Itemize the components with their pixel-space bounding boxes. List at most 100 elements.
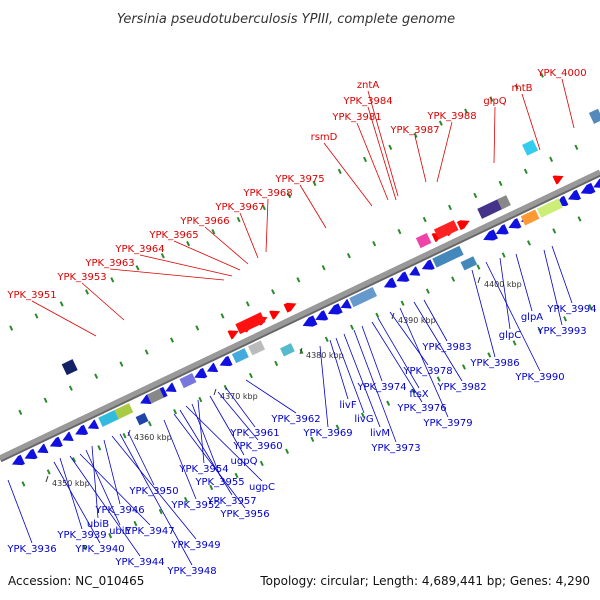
guide-dot bbox=[198, 396, 203, 403]
reverse-gene-label: YPK_3986 bbox=[469, 358, 519, 369]
forward-gene-arrow bbox=[552, 175, 564, 185]
guide-dot bbox=[195, 325, 200, 331]
tick-label: 4360 kbp bbox=[134, 433, 172, 442]
forward-gene-label: YPK_3988 bbox=[426, 111, 476, 122]
reverse-gene-label: YPK_3954 bbox=[178, 464, 228, 475]
forward-gene-block bbox=[497, 195, 511, 210]
guide-dot bbox=[438, 120, 443, 126]
reverse-leader-line bbox=[389, 311, 429, 366]
forward-gene-label: YPK_3975 bbox=[274, 174, 324, 185]
guide-dot bbox=[296, 277, 301, 283]
reverse-leader-line bbox=[127, 431, 155, 486]
guide-dot bbox=[523, 168, 528, 175]
guide-dot bbox=[274, 360, 279, 367]
reverse-gene-label: YPK_3939 bbox=[56, 530, 106, 541]
forward-gene-label: YPK_3967 bbox=[214, 202, 264, 213]
reverse-gene-label: glpA bbox=[521, 312, 543, 323]
forward-gene-label: YPK_3968 bbox=[242, 188, 292, 199]
map-title: Yersinia pseudotuberculosis YPIII, compl… bbox=[117, 12, 455, 27]
tick-label: 4380 kbp bbox=[306, 351, 344, 360]
guide-dot bbox=[337, 168, 342, 175]
reverse-leader-line bbox=[173, 413, 246, 509]
forward-leader-line bbox=[323, 142, 373, 207]
forward-leader-line bbox=[356, 122, 389, 201]
guide-dot bbox=[133, 520, 138, 527]
reverse-leader-line bbox=[399, 307, 449, 418]
reverse-leader-line bbox=[185, 405, 263, 482]
guide-dot bbox=[397, 228, 402, 235]
forward-gene-block bbox=[477, 197, 506, 219]
reverse-gene-label: YPK_3993 bbox=[536, 326, 586, 337]
reverse-gene-block bbox=[432, 245, 464, 268]
guide-dot bbox=[588, 304, 593, 310]
reverse-leader-line bbox=[119, 433, 193, 566]
reverse-gene-arrow bbox=[11, 454, 25, 466]
reverse-gene-label: livM bbox=[370, 428, 390, 439]
accession-text: Accession: NC_010465 bbox=[8, 574, 144, 588]
reverse-leader-line bbox=[53, 461, 101, 544]
reverse-gene-label: ugpC bbox=[249, 482, 275, 493]
guide-dot bbox=[82, 545, 87, 551]
forward-gene-label: YPK_3953 bbox=[56, 272, 106, 283]
reverse-gene-block bbox=[536, 198, 563, 218]
forward-gene-block bbox=[235, 312, 266, 335]
reverse-gene-label: YPK_3960 bbox=[232, 441, 282, 452]
reverse-gene-arrow bbox=[194, 367, 208, 379]
reverse-gene-label: YPK_3978 bbox=[402, 366, 452, 377]
guide-dot bbox=[211, 228, 216, 235]
reverse-gene-arrow bbox=[396, 271, 410, 282]
reverse-leader-line bbox=[377, 317, 420, 389]
reverse-gene-label: ftsX bbox=[409, 389, 428, 400]
reverse-gene-label: YPK_3948 bbox=[166, 566, 216, 577]
guide-dot bbox=[186, 241, 191, 247]
reverse-gene-block bbox=[280, 343, 295, 357]
reverse-gene-block bbox=[520, 209, 540, 226]
guide-dot bbox=[372, 240, 377, 247]
reverse-gene-arrow bbox=[206, 362, 219, 373]
reverse-leader-line bbox=[343, 333, 381, 428]
reverse-leader-line bbox=[69, 455, 141, 557]
tick-mark bbox=[127, 429, 131, 437]
reverse-leader-line bbox=[361, 325, 383, 382]
guide-dot bbox=[72, 457, 76, 463]
guide-dot bbox=[411, 388, 416, 394]
forward-leader-line bbox=[265, 198, 269, 253]
guide-dot bbox=[375, 312, 380, 318]
reverse-gene-label: YPK_3957 bbox=[206, 496, 256, 507]
forward-gene-label: YPK_3963 bbox=[84, 258, 134, 269]
tick-mark bbox=[477, 276, 481, 284]
forward-gene-arrow bbox=[283, 302, 297, 313]
gene-labels: YPK_4000 rhtB glpQ YPK_3988 YPK_3987 zntA YPK_… bbox=[6, 68, 596, 577]
forward-gene-label: rhtB bbox=[511, 83, 532, 94]
reverse-gene-label: YPK_3982 bbox=[436, 382, 486, 393]
reverse-gene-label: YPK_3944 bbox=[114, 557, 164, 568]
tick-label: 4350 kbp bbox=[52, 479, 90, 488]
guide-dot bbox=[413, 132, 418, 138]
backbone-line bbox=[0, 169, 600, 461]
reverse-gene-block bbox=[147, 388, 164, 404]
reverse-leader-line bbox=[163, 419, 197, 500]
reverse-gene-arrow bbox=[593, 178, 600, 189]
reverse-gene-label: ubiE bbox=[109, 526, 131, 537]
reverse-gene-label: YPK_3979 bbox=[422, 418, 472, 429]
guide-dot bbox=[498, 180, 503, 187]
reverse-gene-arrow bbox=[340, 299, 352, 309]
reverse-gene-label: YPK_3946 bbox=[94, 505, 144, 516]
reverse-gene-label: YPK_3969 bbox=[302, 428, 352, 439]
tick-mark bbox=[45, 475, 49, 483]
reverse-leader-line bbox=[111, 435, 197, 540]
guide-dot bbox=[68, 385, 73, 391]
forward-gene-label: zntA bbox=[357, 80, 380, 91]
reverse-gene-label: YPK_3940 bbox=[74, 544, 124, 555]
reverse-gene-arrow bbox=[87, 419, 99, 429]
guide-dot bbox=[563, 316, 568, 322]
guide-dot bbox=[285, 448, 290, 455]
reverse-leader-line bbox=[499, 257, 511, 330]
forward-gene-label: glpQ bbox=[483, 96, 506, 107]
guide-dot bbox=[18, 409, 23, 415]
guide-dot bbox=[147, 421, 152, 427]
reverse-gene-arrow bbox=[580, 182, 596, 195]
guide-dot bbox=[360, 412, 365, 418]
reverse-leader-line bbox=[319, 345, 329, 428]
forward-leader-line bbox=[81, 282, 125, 321]
